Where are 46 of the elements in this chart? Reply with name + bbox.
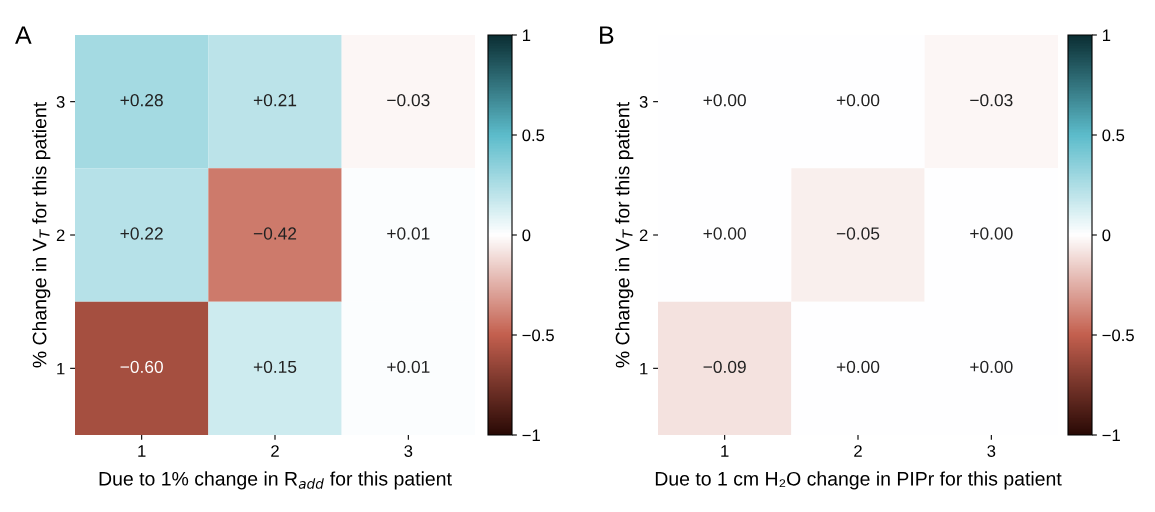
chart-title: A: [15, 26, 32, 44]
data-label: −0.05: [836, 227, 880, 240]
x-tick-label: 1: [138, 445, 146, 457]
data-label: +0.00: [970, 360, 1013, 373]
y-tick-label: 3: [56, 96, 65, 108]
y-tick-label: 2: [56, 229, 65, 242]
data-label: −0.09: [703, 360, 746, 373]
data-label: +0.15: [253, 360, 297, 373]
data-label: +0.00: [836, 94, 880, 107]
data-label: +0.00: [703, 94, 746, 107]
data-label: +0.00: [970, 227, 1013, 240]
y-tick-label: 1: [57, 362, 65, 375]
color-bar-label: 0.5: [522, 129, 545, 142]
data-label: +0.01: [387, 227, 430, 240]
data-label: −0.42: [253, 227, 297, 240]
y-axis-title: % Change in V$_{T}$ for this patient: [615, 102, 634, 368]
color-bar-label: −0.5: [522, 329, 554, 342]
data-label: +0.21: [253, 94, 297, 107]
color-bar-label: −1: [522, 429, 540, 442]
x-tick-label: 2: [854, 445, 862, 457]
data-label: −0.03: [387, 94, 430, 107]
data-label: +0.01: [387, 360, 430, 373]
color-bar-label: 0: [522, 229, 531, 242]
data-label: −0.60: [120, 360, 163, 373]
data-label: +0.28: [120, 94, 163, 107]
y-tick-label: 1: [640, 362, 648, 375]
chart-title: B: [600, 26, 614, 44]
color-bar-label: 0.5: [1102, 129, 1125, 142]
x-tick-label: 1: [721, 445, 729, 457]
color-bar-label: 0: [1102, 229, 1111, 242]
data-label: +0.22: [120, 227, 163, 240]
data-label: −0.03: [970, 94, 1013, 107]
color-bar-label: −1: [1102, 429, 1120, 442]
y-axis-title: % Change in V$_{T}$ for this patient: [32, 102, 51, 368]
y-tick-label: 3: [639, 96, 648, 108]
color-bar-label: 1: [1102, 29, 1111, 42]
color-bar-label: −0.5: [1102, 329, 1134, 342]
x-tick-label: 3: [404, 445, 413, 457]
data-label: +0.00: [836, 360, 880, 373]
color-bar-label: 1: [522, 29, 531, 42]
x-tick-label: 3: [987, 445, 996, 457]
data-label: +0.00: [703, 227, 746, 240]
y-tick-label: 2: [639, 229, 648, 242]
x-axis-title: Due to 1% change in R$_{add}$ for this patient: [99, 471, 452, 490]
x-tick-label: 2: [271, 445, 279, 457]
x-axis-title: Due to 1 cm H₂O change in PIPr for this patient: [655, 471, 1062, 490]
